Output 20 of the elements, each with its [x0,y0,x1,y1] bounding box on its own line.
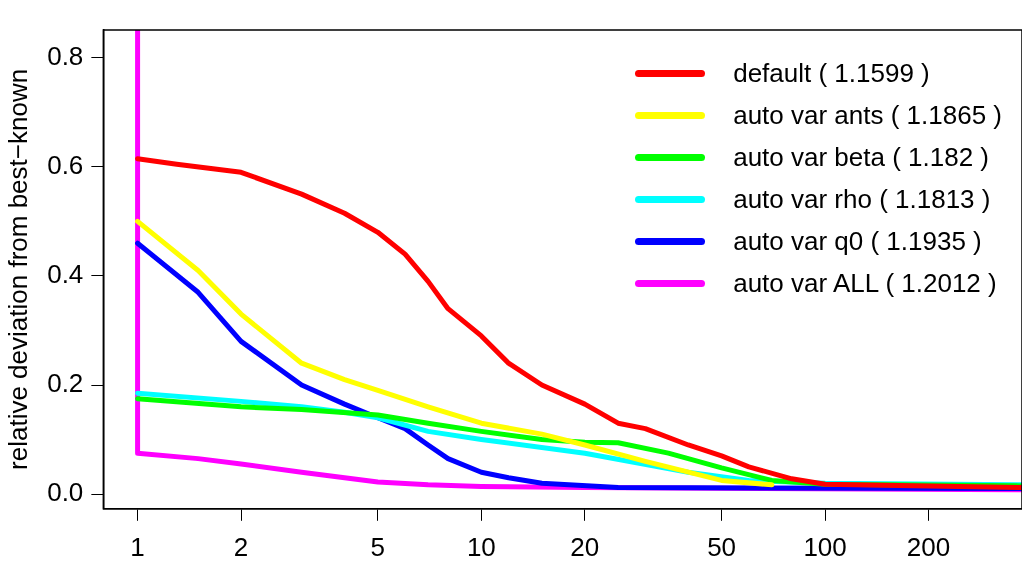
x-tick-label: 5 [370,531,386,562]
x-tick-label: 50 [707,531,737,562]
y-tick-label: 0.0 [47,477,84,508]
legend-label: auto var ants ( 1.1865 ) [733,99,1002,131]
y-tick-label: 0.2 [47,368,84,399]
y-axis-title: relative deviation from best−known [2,68,33,470]
legend-label: default ( 1.1599 ) [733,57,930,89]
y-tick-label: 0.8 [47,40,84,71]
legend-label: auto var ALL ( 1.2012 ) [733,267,997,299]
legend-label: auto var beta ( 1.182 ) [733,141,989,173]
y-tick-label: 0.4 [47,259,84,290]
x-tick-label: 100 [803,531,847,562]
y-tick-label: 0.6 [47,150,84,181]
x-tick-label: 200 [906,531,951,562]
x-tick-label: 2 [233,531,249,562]
legend-label: auto var q0 ( 1.1935 ) [733,225,982,257]
x-tick-label: 10 [466,531,496,562]
x-tick-label: 20 [570,531,600,562]
x-tick-label: 1 [130,531,145,562]
legend-label: auto var rho ( 1.1813 ) [733,183,991,215]
